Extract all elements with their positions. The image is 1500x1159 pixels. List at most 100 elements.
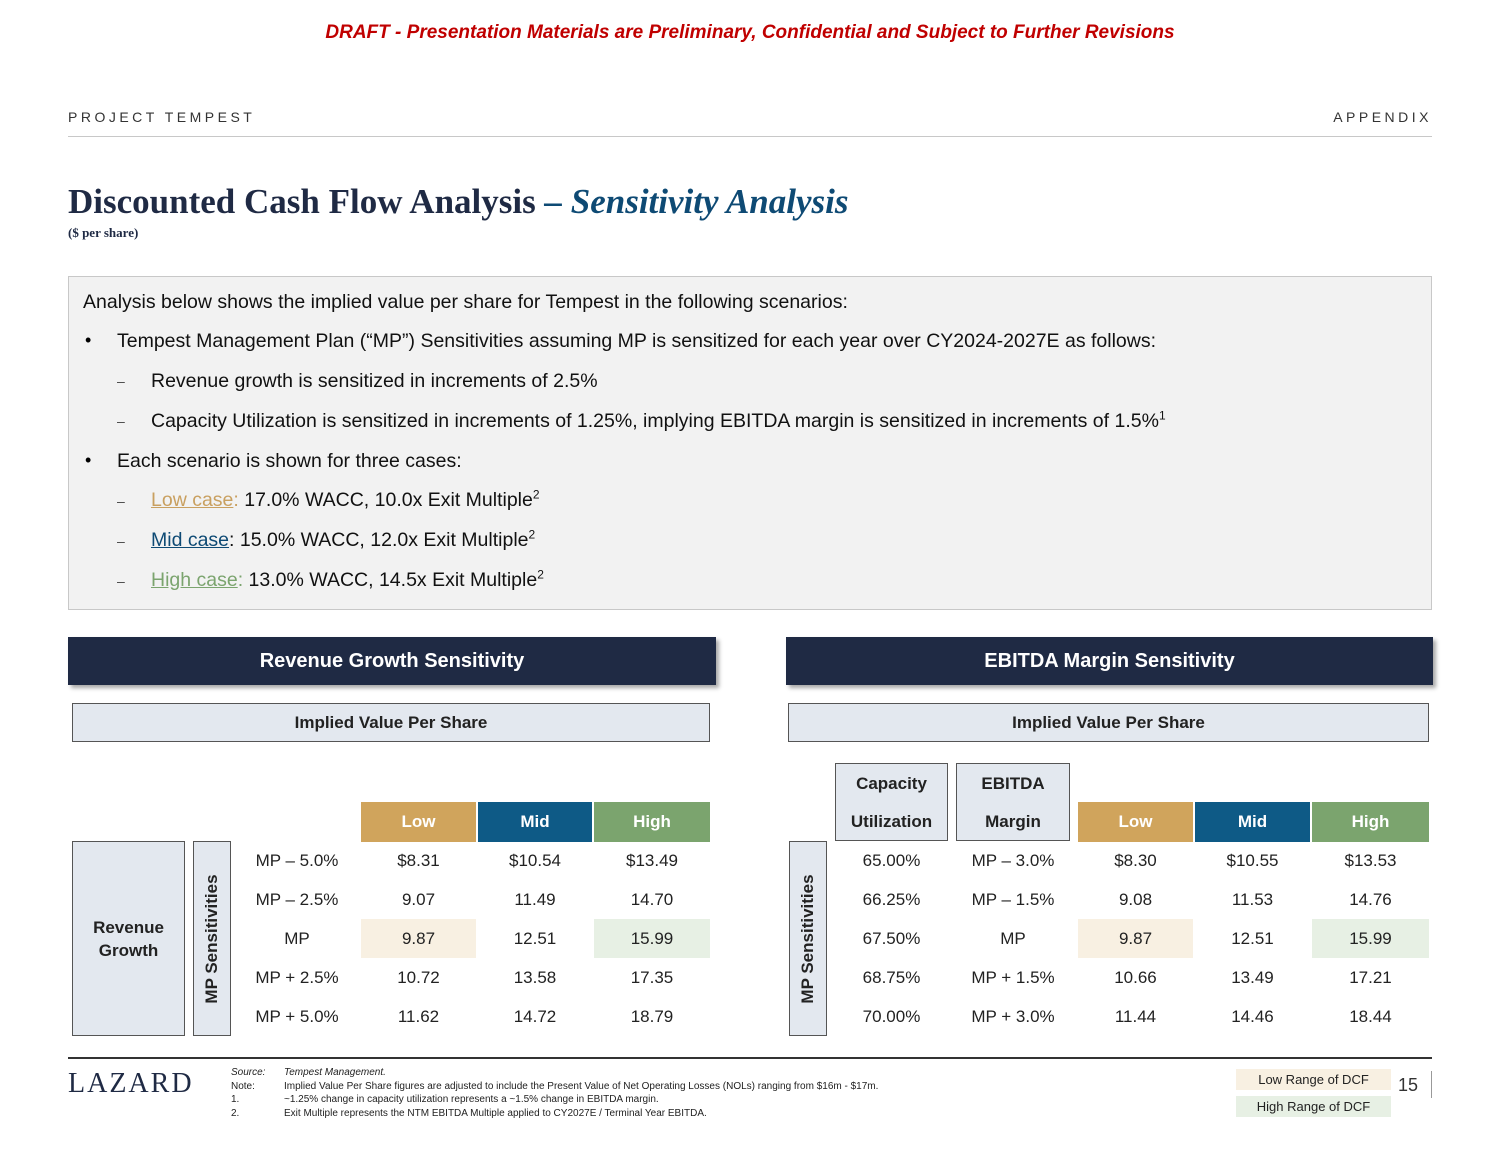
- cell-capacity: 70.00%: [862, 1007, 921, 1026]
- revenue-side-label: MP Sensitivities: [202, 873, 221, 1004]
- header-divider: [68, 136, 1432, 137]
- dash-icon: –: [117, 413, 125, 429]
- revenue-col-high: High: [594, 802, 710, 842]
- cell-margin: MP – 3.0%: [971, 851, 1055, 870]
- ebitda-margin-header: EBITDA Margin: [956, 763, 1070, 841]
- revenue-row-group-label-line1: Revenue: [93, 917, 164, 937]
- cell-mid: 13.49: [1231, 968, 1274, 987]
- cell-low-highlight: 9.87: [361, 919, 476, 958]
- cell-capacity: 66.25%: [862, 890, 921, 909]
- cell-low: 10.66: [1114, 968, 1157, 987]
- cell-margin: MP: [1000, 929, 1026, 948]
- footnote-key: 2.: [231, 1107, 240, 1119]
- cell-high-highlight: 15.99: [594, 919, 710, 958]
- cell-low: $8.31: [397, 851, 440, 870]
- summary-bullet-cases: Each scenario is shown for three cases:: [117, 450, 462, 472]
- footnote-key: Note:: [231, 1080, 255, 1092]
- lazard-logo: LAZARD: [68, 1068, 194, 1099]
- footnote-text: ~1.25% change in capacity utilization re…: [284, 1094, 659, 1105]
- cell-mid: 14.72: [513, 1007, 557, 1026]
- legend-high-range: High Range of DCF: [1236, 1096, 1391, 1117]
- cell-high: 17.21: [1349, 968, 1392, 987]
- footnotes: Source: Tempest Management. Note: Implied …: [231, 1066, 878, 1120]
- row-label: MP + 5.0%: [255, 1007, 339, 1026]
- ebitda-margin-header-line1: EBITDA: [981, 774, 1045, 793]
- page-number-divider: [1431, 1071, 1432, 1098]
- high-case-label: High case: [151, 569, 238, 591]
- cell-mid: 12.51: [1231, 929, 1274, 948]
- footnote-ref: 2: [532, 487, 540, 502]
- cell-mid: 14.46: [1231, 1007, 1274, 1026]
- cell-mid: $10.54: [509, 851, 561, 870]
- bullet-icon: •: [85, 330, 92, 350]
- summary-sub-capacity: Capacity Utilization is sensitized in in…: [151, 410, 1166, 433]
- ebitda-col-low: Low: [1078, 802, 1193, 842]
- footnote-text: Implied Value Per Share figures are adju…: [284, 1080, 879, 1092]
- row-label: MP – 5.0%: [255, 851, 339, 870]
- summary-mid-case: Mid case: 15.0% WACC, 12.0x Exit Multipl…: [151, 529, 535, 552]
- cell-mid: 13.58: [513, 968, 557, 987]
- summary-low-case: Low case: 17.0% WACC, 10.0x Exit Multipl…: [151, 489, 540, 512]
- dash-icon: –: [117, 373, 125, 389]
- page-title: Discounted Cash Flow Analysis – Sensitiv…: [68, 182, 849, 222]
- mid-case-text: : 15.0% WACC, 12.0x Exit Multiple: [229, 529, 529, 551]
- capacity-utilization-header-line1: Capacity: [856, 774, 927, 793]
- low-case-label: Low case: [151, 489, 234, 511]
- row-label: MP – 2.5%: [255, 890, 339, 909]
- cell-mid: 11.49: [514, 890, 556, 909]
- ebitda-col-high: High: [1312, 802, 1429, 842]
- dash-icon: –: [117, 493, 125, 509]
- cell-low: 9.07: [401, 890, 436, 909]
- cell-high: $13.49: [626, 851, 678, 870]
- footnote-2: 2. Exit Multiple represents the NTM EBITD…: [231, 1107, 878, 1121]
- footnote-1: 1. ~1.25% change in capacity utilization …: [231, 1093, 878, 1107]
- cell-capacity: 65.00%: [862, 851, 921, 870]
- high-case-text: 13.0% WACC, 14.5x Exit Multiple: [243, 569, 538, 591]
- page-title-main: Discounted Cash Flow Analysis: [68, 182, 545, 221]
- cell-high: 18.44: [1349, 1007, 1392, 1026]
- page-title-accent: – Sensitivity Analysis: [544, 182, 849, 221]
- footnote-ref: 1: [1158, 408, 1166, 423]
- footnote-text: Tempest Management.: [284, 1067, 386, 1078]
- section-label: APPENDIX: [1333, 109, 1432, 125]
- cell-margin: MP + 1.5%: [971, 968, 1055, 987]
- low-case-text: 17.0% WACC, 10.0x Exit Multiple: [238, 489, 533, 511]
- cell-mid: 11.53: [1231, 890, 1274, 909]
- footnote-text: Exit Multiple represents the NTM EBITDA …: [284, 1107, 707, 1119]
- ebitda-side-label: MP Sensitivities: [798, 873, 817, 1004]
- mid-case-label: Mid case: [151, 529, 230, 551]
- cell-capacity: 67.50%: [862, 929, 921, 948]
- footnote-key: 1.: [231, 1094, 240, 1105]
- summary-high-case: High case: 13.0% WACC, 14.5x Exit Multip…: [151, 569, 544, 592]
- cell-high: 18.79: [630, 1007, 674, 1026]
- revenue-col-low: Low: [361, 802, 476, 842]
- cell-low: 11.44: [1114, 1007, 1157, 1026]
- revenue-side-label-box: MP Sensitivities: [193, 841, 231, 1036]
- summary-bullet-mp: Tempest Management Plan (“MP”) Sensitivi…: [117, 330, 1157, 352]
- cell-high: $13.53: [1344, 851, 1397, 870]
- high-case-colon: :: [237, 569, 244, 591]
- cell-mid: $10.55: [1226, 851, 1279, 870]
- cell-high-highlight: 15.99: [1312, 919, 1429, 958]
- footnote-source: Source: Tempest Management.: [231, 1066, 878, 1080]
- summary-sub-capacity-text: Capacity Utilization is sensitized in in…: [151, 410, 1159, 432]
- revenue-row-group-label-line2: Growth: [98, 940, 159, 960]
- revenue-col-mid: Mid: [478, 802, 592, 842]
- cell-high: 17.35: [630, 968, 674, 987]
- draft-banner: DRAFT - Presentation Materials are Preli…: [325, 22, 1175, 43]
- cell-low: 10.72: [397, 968, 440, 987]
- ebitda-col-mid: Mid: [1195, 802, 1310, 842]
- revenue-panel-subheader: Implied Value Per Share: [72, 703, 710, 742]
- ebitda-margin-header-line2: Margin: [985, 812, 1041, 831]
- cell-margin: MP – 1.5%: [971, 890, 1055, 909]
- summary-sub-revenue: Revenue growth is sensitized in incremen…: [151, 370, 598, 392]
- dash-icon: –: [117, 533, 125, 549]
- footnote-ref: 2: [528, 527, 536, 542]
- row-label: MP: [284, 929, 310, 948]
- cell-high: 14.76: [1349, 890, 1392, 909]
- cell-high: 14.70: [630, 890, 674, 909]
- project-label: PROJECT TEMPEST: [68, 109, 256, 125]
- footnote-key: Source:: [231, 1067, 266, 1078]
- dash-icon: –: [117, 573, 125, 589]
- capacity-utilization-header-line2: Utilization: [850, 812, 933, 831]
